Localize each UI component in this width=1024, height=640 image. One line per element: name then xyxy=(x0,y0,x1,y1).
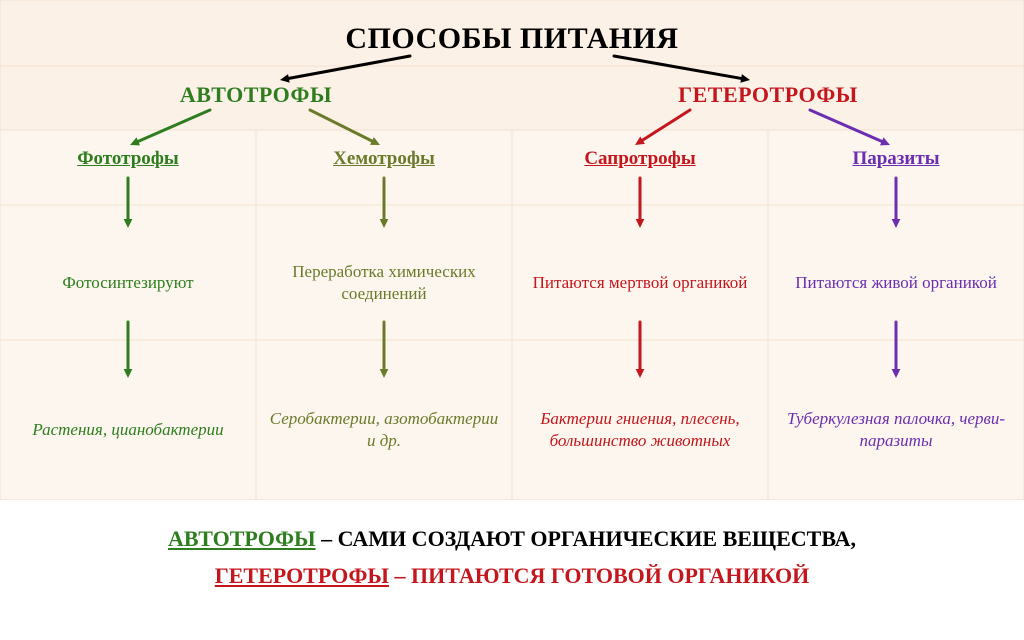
chart-area: СПОСОБЫ ПИТАНИЯ АВТОТРОФЫ ГЕТЕРОТРОФЫ Фо… xyxy=(0,0,1024,500)
chemotrophs-sub: Хемотрофы xyxy=(333,148,435,169)
saprotrophs-ex: Бактерии гниения, плесень, большинство ж… xyxy=(512,408,768,452)
parasites-desc: Питаются живой органикой xyxy=(787,272,1005,294)
col-phototrophs: Фототрофы Фотосинтезируют Растения, циан… xyxy=(0,0,256,500)
saprotrophs-desc: Питаются мертвой органикой xyxy=(525,272,756,294)
footer-autotrophs-term: АВТОТРОФЫ xyxy=(168,526,316,551)
footer: АВТОТРОФЫ – САМИ СОЗДАЮТ ОРГАНИЧЕСКИЕ ВЕ… xyxy=(0,520,1024,595)
phototrophs-ex: Растения, цианобактерии xyxy=(24,419,231,441)
footer-line2: ГЕТЕРОТРОФЫ – ПИТАЮТСЯ ГОТОВОЙ ОРГАНИКОЙ xyxy=(0,557,1024,594)
saprotrophs-sub: Сапротрофы xyxy=(584,148,695,169)
footer-heterotrophs-term: ГЕТЕРОТРОФЫ xyxy=(215,563,389,588)
col-parasites: Паразиты Питаются живой органикой Туберк… xyxy=(768,0,1024,500)
chemotrophs-desc: Переработка химических соединений xyxy=(256,261,512,305)
phototrophs-desc: Фотосинтезируют xyxy=(54,272,201,294)
diagram-page: СПОСОБЫ ПИТАНИЯ АВТОТРОФЫ ГЕТЕРОТРОФЫ Фо… xyxy=(0,0,1024,640)
footer-line1-rest: – САМИ СОЗДАЮТ ОРГАНИЧЕСКИЕ ВЕЩЕСТВА, xyxy=(316,526,856,551)
footer-line1: АВТОТРОФЫ – САМИ СОЗДАЮТ ОРГАНИЧЕСКИЕ ВЕ… xyxy=(0,520,1024,557)
col-saprotrophs: Сапротрофы Питаются мертвой органикой Ба… xyxy=(512,0,768,500)
parasites-ex: Туберкулезная палочка, черви-паразиты xyxy=(768,408,1024,452)
chemotrophs-ex: Серобактерии, азотобактерии и др. xyxy=(256,408,512,452)
phototrophs-sub: Фототрофы xyxy=(77,148,179,169)
footer-line2-rest: – ПИТАЮТСЯ ГОТОВОЙ ОРГАНИКОЙ xyxy=(389,563,809,588)
col-chemotrophs: Хемотрофы Переработка химических соедине… xyxy=(256,0,512,500)
parasites-sub: Паразиты xyxy=(852,148,939,169)
